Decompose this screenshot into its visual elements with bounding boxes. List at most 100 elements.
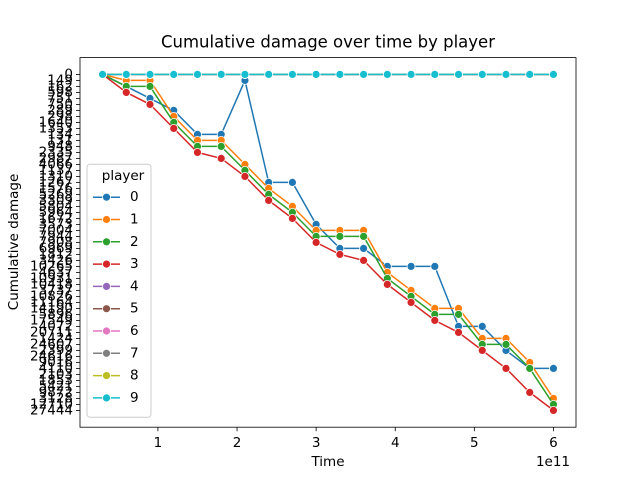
legend-box	[86, 163, 152, 418]
legend-marker	[102, 304, 111, 314]
point	[549, 405, 558, 415]
y-tick-label: 2103	[39, 366, 73, 382]
point	[311, 70, 321, 79]
point	[145, 100, 155, 109]
y-tick-label: 2335	[39, 144, 73, 160]
plot-frame	[79, 57, 577, 428]
point	[454, 70, 463, 79]
point	[501, 339, 511, 349]
y-tick-label: 1353	[39, 120, 73, 136]
y-tick-label: 10931	[30, 270, 73, 286]
point	[145, 70, 155, 79]
series-line	[102, 73, 555, 405]
y-tick-label: 5421	[39, 378, 73, 394]
y-tick-label: 131	[47, 132, 73, 148]
point	[477, 321, 487, 331]
point	[525, 387, 535, 397]
legend-label: 2	[130, 234, 139, 250]
legend-marker	[102, 393, 111, 403]
point	[335, 70, 345, 79]
point	[359, 255, 368, 265]
point	[501, 70, 511, 79]
y-tick-label: 3426	[39, 252, 73, 268]
legend-title: player	[102, 168, 145, 184]
y-axis-label: Cumulative damage	[6, 174, 22, 310]
point	[477, 345, 487, 355]
y-tick-label: 298	[47, 108, 73, 124]
legend-label: 7	[130, 345, 139, 361]
legend-marker	[102, 237, 111, 247]
point	[359, 243, 368, 253]
y-tick-label: 27444	[30, 402, 73, 418]
point	[406, 297, 416, 307]
y-tick-label: 5896	[39, 306, 73, 322]
point	[430, 315, 440, 325]
x-tick-label: 2	[233, 435, 242, 451]
legend-label: 3	[130, 256, 139, 272]
point	[193, 70, 202, 79]
legend-marker	[102, 371, 111, 381]
y-tick-label: 11164	[30, 294, 73, 310]
point	[288, 70, 297, 79]
point	[240, 70, 250, 79]
legend-marker	[102, 281, 111, 291]
x-offset-label: 1e11	[536, 454, 570, 470]
point	[430, 261, 440, 271]
point	[240, 171, 250, 181]
point	[406, 261, 416, 271]
y-tick-label: 2987	[39, 150, 73, 166]
point	[525, 363, 535, 373]
point	[382, 70, 392, 79]
legend-label: 9	[130, 390, 139, 406]
y-tick-label: 9872	[39, 384, 73, 400]
x-tick-label: 5	[470, 435, 479, 451]
y-tick-label: 2399	[39, 342, 73, 358]
y-tick-label: 17549	[30, 312, 73, 328]
legend-marker	[102, 348, 111, 358]
y-tick-label: 7908	[39, 234, 73, 250]
legend-label: 1	[130, 212, 139, 228]
y-tick-label: 14190	[30, 300, 73, 316]
point	[98, 70, 107, 79]
y-tick-label: 1424	[39, 330, 73, 346]
point	[216, 153, 226, 163]
y-tick-label: 0	[64, 66, 73, 82]
point	[359, 231, 368, 241]
x-tick-label: 6	[549, 435, 558, 451]
y-tick-label: 7944	[39, 228, 73, 244]
point	[121, 70, 131, 79]
y-tick-label: 4637	[39, 264, 73, 280]
point	[121, 88, 131, 97]
y-tick-label: 289	[47, 102, 73, 118]
y-tick-label: 5269	[39, 186, 73, 202]
y-tick-label: 1853	[39, 372, 73, 388]
y-tick-label: 598	[47, 84, 73, 100]
y-tick-label: 1310	[39, 168, 73, 184]
legend-marker	[102, 215, 111, 224]
point	[216, 141, 226, 151]
point	[264, 70, 274, 79]
y-tick-label: 1267	[39, 174, 73, 190]
y-tick-label: 750	[47, 96, 73, 112]
legend-label: 5	[130, 301, 139, 317]
y-tick-label: 4072	[39, 318, 73, 334]
point	[382, 279, 392, 289]
point	[477, 70, 487, 79]
point	[288, 177, 297, 187]
point	[169, 70, 179, 79]
point	[549, 70, 558, 79]
x-tick-label: 1	[154, 435, 163, 451]
y-tick-label: 10418	[30, 276, 73, 292]
point	[454, 327, 463, 337]
point	[335, 231, 345, 241]
y-tick-label: 3309	[39, 192, 73, 208]
y-tick-label: 6969	[39, 240, 73, 256]
y-tick-label: 3573	[39, 216, 73, 232]
y-tick-label: 134	[47, 126, 73, 142]
point	[525, 70, 535, 79]
y-tick-label: 1640	[39, 114, 73, 130]
legend-label: 6	[130, 323, 139, 339]
y-tick-label: 10826	[30, 288, 73, 304]
point	[501, 363, 511, 373]
